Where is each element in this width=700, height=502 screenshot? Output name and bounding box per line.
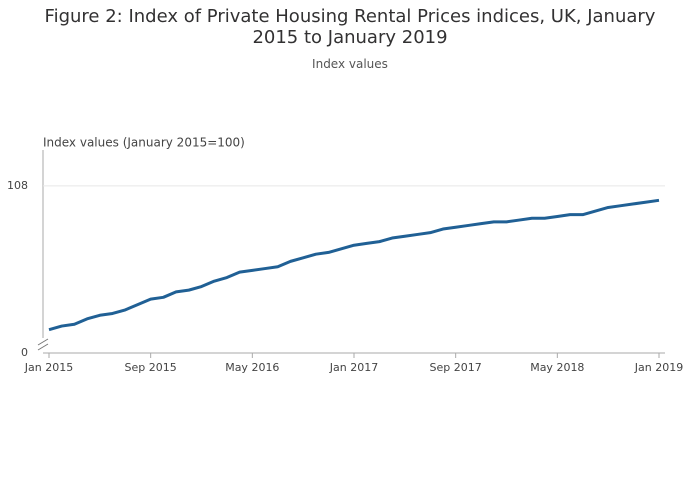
x-tick-label: May 2018	[530, 361, 584, 374]
x-tick-label: Sep 2017	[430, 361, 482, 374]
axis-break	[37, 338, 49, 346]
x-tick-label: Jan 2015	[24, 361, 73, 374]
x-tick-label: Sep 2015	[125, 361, 177, 374]
chart-title: Figure 2: Index of Private Housing Renta…	[44, 6, 656, 48]
x-tick-label: Jan 2017	[329, 361, 378, 374]
x-tick-label: Jan 2019	[634, 361, 683, 374]
y-tick-label: 0	[21, 346, 28, 359]
y-axis-label: Index values (January 2015=100)	[43, 136, 245, 150]
chart-subtitle: Index values	[312, 57, 388, 71]
y-tick-label: 108	[7, 179, 28, 192]
axis-break	[37, 343, 49, 351]
data-line	[48, 198, 660, 332]
x-tick-label: May 2016	[225, 361, 279, 374]
